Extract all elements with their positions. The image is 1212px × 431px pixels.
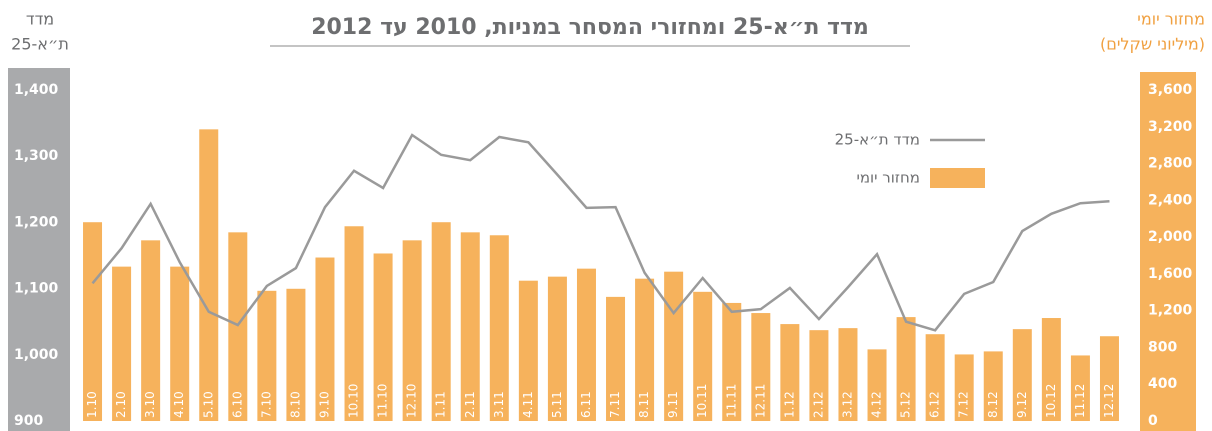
x-tick-label: 11.10 xyxy=(376,384,390,418)
bar xyxy=(983,351,1003,421)
y2-tick-label: 0 xyxy=(1148,413,1158,429)
x-tick-label: 3.10 xyxy=(143,391,157,418)
bar xyxy=(1041,318,1061,421)
bar xyxy=(489,235,509,421)
x-tick-label: 9.11 xyxy=(666,391,680,418)
chart-title: מדד ת״א-25 ומחזורי המסחר במניות, 2010 עד… xyxy=(311,15,869,40)
bar xyxy=(693,291,713,421)
bar xyxy=(373,253,393,421)
x-tick-label: 1.10 xyxy=(85,391,99,418)
bar xyxy=(460,232,480,421)
bar xyxy=(838,328,858,421)
x-tick-label: 6.10 xyxy=(230,391,244,418)
bar xyxy=(635,278,655,421)
x-tick-label: 4.11 xyxy=(521,391,535,418)
x-tick-label: 10.12 xyxy=(1044,384,1058,418)
bar xyxy=(315,257,335,421)
y-tick-label: 1,200 xyxy=(14,214,59,230)
y2-tick-label: 800 xyxy=(1148,339,1177,355)
y-tick-label: 1,000 xyxy=(14,347,59,363)
bar xyxy=(896,317,916,421)
x-tick-label: 6.11 xyxy=(579,391,593,418)
bar xyxy=(286,288,306,421)
y-tick-label: 1,400 xyxy=(14,82,59,98)
bar xyxy=(722,302,742,421)
bar xyxy=(1099,336,1119,421)
x-tick-label: 2.12 xyxy=(811,391,825,418)
y2-tick-label: 3,200 xyxy=(1148,119,1193,135)
y2-tick-label: 1,600 xyxy=(1148,266,1193,282)
x-tick-label: 5.11 xyxy=(550,391,564,418)
x-tick-label: 2.11 xyxy=(463,391,477,418)
y-tick-label: 900 xyxy=(14,413,43,429)
y-axis-label: ת״א-25 xyxy=(11,35,69,54)
y2-axis-label: מחזור יומי xyxy=(1137,10,1205,29)
y2-axis-label: (מיליוני שקלים) xyxy=(1100,35,1205,54)
y2-tick-label: 2,400 xyxy=(1148,192,1193,208)
bar xyxy=(344,226,364,421)
bar xyxy=(141,240,161,421)
x-tick-label: 2.10 xyxy=(114,391,128,418)
bar xyxy=(170,266,190,421)
legend-swatch xyxy=(930,168,985,188)
y2-tick-label: 1,200 xyxy=(1148,303,1193,319)
x-tick-label: 12.12 xyxy=(1102,384,1116,418)
y2-tick-label: 400 xyxy=(1148,376,1177,392)
bar xyxy=(547,276,567,421)
x-tick-label: 9.10 xyxy=(317,391,331,418)
x-tick-label: 1.12 xyxy=(782,391,796,418)
x-tick-label: 1.11 xyxy=(434,391,448,418)
bar xyxy=(809,330,829,421)
bar xyxy=(518,280,538,421)
x-tick-label: 4.12 xyxy=(870,391,884,418)
x-tick-label: 4.10 xyxy=(172,391,186,418)
x-tick-label: 5.12 xyxy=(899,391,913,418)
bar xyxy=(1012,329,1032,421)
x-tick-label: 11.11 xyxy=(724,384,738,418)
bar xyxy=(1070,355,1090,421)
right-axis-band xyxy=(1140,72,1196,431)
bar xyxy=(257,290,277,421)
legend-label: מדד ת״א-25 xyxy=(835,131,920,149)
bar xyxy=(402,240,422,421)
x-tick-label: 3.11 xyxy=(492,391,506,418)
bar xyxy=(751,313,771,421)
bar xyxy=(606,296,626,421)
x-tick-label: 7.11 xyxy=(608,391,622,418)
y2-tick-label: 2,000 xyxy=(1148,229,1193,245)
bar xyxy=(83,222,103,421)
x-tick-label: 7.10 xyxy=(259,391,273,418)
x-tick-label: 8.10 xyxy=(288,391,302,418)
x-tick-label: 9.12 xyxy=(1015,391,1029,418)
y-tick-label: 1,100 xyxy=(14,281,59,297)
y2-tick-label: 3,600 xyxy=(1148,82,1193,98)
x-tick-label: 11.12 xyxy=(1073,384,1087,418)
bar xyxy=(867,349,887,421)
x-tick-label: 12.10 xyxy=(405,384,419,418)
y-axis-label: מדד xyxy=(26,10,54,29)
x-tick-label: 10.11 xyxy=(695,384,709,418)
bar xyxy=(954,354,974,421)
left-axis-band xyxy=(8,68,70,431)
x-tick-label: 6.12 xyxy=(928,391,942,418)
bar xyxy=(576,268,596,421)
bar xyxy=(925,334,945,421)
bar xyxy=(112,266,132,421)
x-tick-label: 8.12 xyxy=(986,391,1000,418)
x-tick-label: 7.12 xyxy=(957,391,971,418)
line xyxy=(91,133,1110,332)
bar xyxy=(199,129,219,421)
x-tick-label: 12.11 xyxy=(753,384,767,418)
x-tick-label: 5.10 xyxy=(201,391,215,418)
bar xyxy=(228,232,248,421)
x-tick-label: 10.10 xyxy=(347,384,361,418)
y-tick-label: 1,300 xyxy=(14,148,59,164)
bar xyxy=(780,324,800,421)
y2-tick-label: 2,800 xyxy=(1148,156,1193,172)
x-tick-label: 8.11 xyxy=(637,391,651,418)
bar xyxy=(431,222,451,421)
legend-label: מחזור יומי xyxy=(857,169,921,187)
x-tick-label: 3.12 xyxy=(840,391,854,418)
